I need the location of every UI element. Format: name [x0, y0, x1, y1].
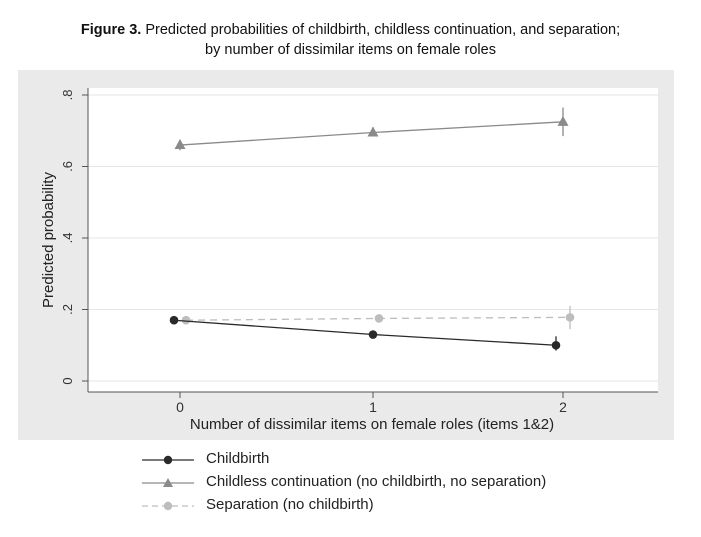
data-point — [565, 313, 575, 322]
legend-item-childless: Childless continuation (no childbirth, n… — [140, 471, 620, 494]
caption-line-1: Figure 3. Predicted probabilities of chi… — [0, 20, 701, 40]
data-point — [557, 115, 569, 126]
data-point — [551, 340, 561, 350]
x-tick-label: 0 — [176, 399, 184, 415]
data-point — [367, 126, 379, 137]
data-point — [181, 315, 191, 325]
legend-label-separation: Separation (no childbirth) — [206, 496, 374, 513]
legend-item-separation: Separation (no childbirth) — [140, 494, 620, 517]
figure-label: Figure 3. — [80, 22, 142, 38]
y-axis-title: Predicted probability — [40, 172, 57, 308]
x-tick-label: 2 — [559, 399, 567, 415]
caption-line-2: by number of dissimilar items on female … — [205, 42, 496, 58]
legend: Childbirth Childless continuation (no ch… — [140, 448, 620, 517]
x-axis-title: Number of dissimilar items on female rol… — [190, 416, 554, 433]
legend-label-childless: Childless continuation (no childbirth, n… — [206, 473, 547, 490]
series-separation — [181, 305, 575, 330]
data-point — [169, 315, 179, 325]
legend-key-childless-icon — [142, 478, 194, 487]
data-point — [374, 314, 384, 323]
legend-item-childbirth: Childbirth — [140, 448, 620, 471]
y-tick-label: .2 — [60, 304, 75, 315]
data-point — [368, 330, 378, 339]
y-tick-label: 0 — [60, 377, 75, 384]
y-tick-label: .4 — [60, 233, 75, 244]
x-tick-label: 1 — [369, 399, 377, 415]
data-point — [174, 139, 186, 150]
y-tick-label: .8 — [60, 90, 75, 101]
plot-area — [88, 88, 658, 392]
series-childless — [174, 107, 569, 151]
series-childbirth — [169, 315, 561, 351]
legend-key-childbirth-icon — [142, 455, 194, 465]
y-tick-label: .6 — [60, 161, 75, 172]
figure-caption: Figure 3. Predicted probabilities of chi… — [0, 20, 701, 60]
legend-key-separation-icon — [142, 501, 194, 511]
caption-title: Predicted probabilities of childbirth, c… — [145, 22, 621, 38]
legend-label-childbirth: Childbirth — [206, 450, 270, 467]
